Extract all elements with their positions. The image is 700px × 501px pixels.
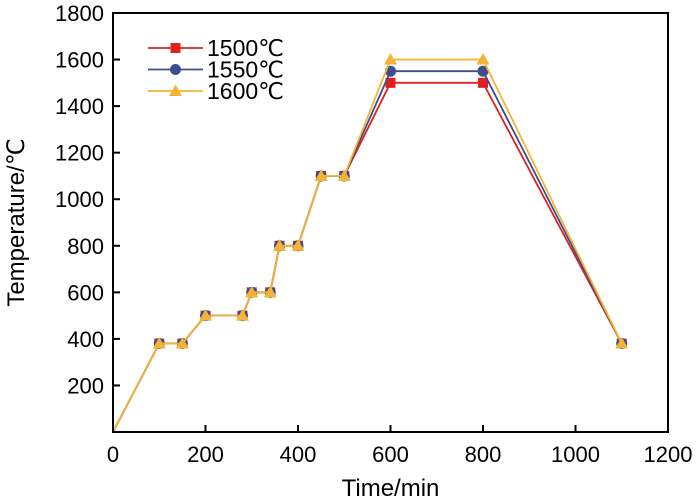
x-tick-label: 1000 <box>551 442 600 467</box>
series-square <box>112 77 627 433</box>
y-tick-label: 1400 <box>55 94 104 119</box>
y-tick-label: 800 <box>67 234 104 259</box>
y-tick-label: 1800 <box>55 1 104 26</box>
y-axis-title: Temperature/℃ <box>3 138 30 306</box>
y-tick-label: 200 <box>67 373 104 398</box>
legend-label: 1550℃ <box>207 57 284 83</box>
x-tick-label: 600 <box>372 442 409 467</box>
x-tick-label: 1200 <box>644 442 693 467</box>
x-tick-label: 200 <box>187 442 224 467</box>
y-tick-label: 600 <box>67 280 104 305</box>
x-tick-label: 400 <box>280 442 317 467</box>
legend-marker <box>170 43 181 53</box>
y-tick-label: 1200 <box>55 141 104 166</box>
data-point <box>384 53 397 65</box>
y-tick-label: 1600 <box>55 48 104 73</box>
data-point <box>291 239 305 251</box>
data-point <box>476 53 490 65</box>
data-point <box>337 169 351 181</box>
data-point <box>236 309 249 321</box>
y-tick-label: 1000 <box>55 187 104 212</box>
y-tick-label: 400 <box>67 327 104 352</box>
legend-marker <box>169 84 182 96</box>
x-tick-label: 800 <box>465 442 502 467</box>
series-line <box>112 70 623 433</box>
data-point <box>245 285 259 298</box>
legend-label: 1500℃ <box>207 35 284 61</box>
axis-layer: 0 200 400 600 800 1000 1200 200 400 600 800 1000 120… <box>55 1 692 467</box>
legend-marker <box>170 64 181 75</box>
data-point <box>263 285 277 298</box>
series-line <box>112 58 623 433</box>
legend-entry: 1600℃ <box>148 78 284 104</box>
data-point <box>152 337 166 349</box>
series-circle <box>112 65 628 433</box>
legend-label: 1600℃ <box>207 78 284 104</box>
legend-entry: 1550℃ <box>148 57 284 83</box>
data-point <box>385 77 396 88</box>
x-tick-label: 0 <box>107 442 119 467</box>
data-point <box>615 337 629 349</box>
data-point <box>175 337 189 349</box>
series-layer <box>112 53 629 433</box>
series-triangle <box>112 53 629 433</box>
series-line <box>112 81 623 433</box>
data-point <box>314 169 328 181</box>
data-point <box>273 239 286 251</box>
legend-entry: 1500℃ <box>148 35 284 61</box>
data-point <box>477 65 489 77</box>
data-point <box>478 77 488 88</box>
data-point <box>199 309 212 321</box>
x-axis-title: Time/min <box>342 475 440 501</box>
